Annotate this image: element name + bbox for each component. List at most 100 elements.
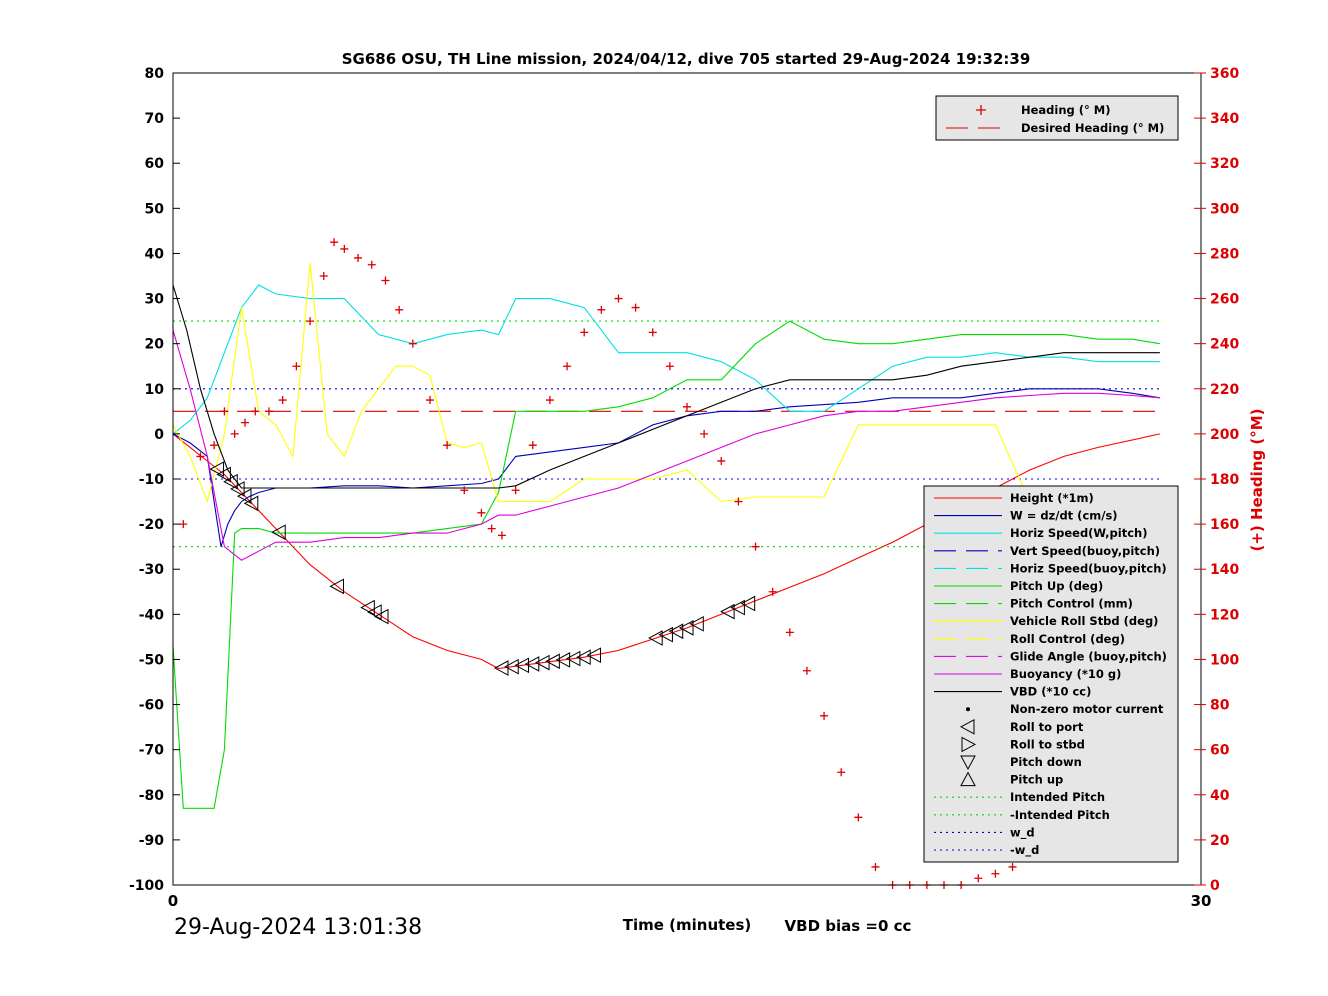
roll-to-port-marker [209, 461, 225, 477]
y2-tick-label: 200 [1210, 427, 1239, 443]
chart-title: SG686 OSU, TH Line mission, 2024/04/12, … [342, 50, 1031, 68]
roll-to-port-marker [678, 620, 694, 636]
legend-swatch [960, 755, 976, 771]
series-buoyancy-10-g [172, 329, 1160, 561]
heading-point [665, 362, 674, 371]
heading-point [251, 407, 260, 416]
heading-point [563, 362, 572, 371]
y-tick-label: 70 [145, 111, 165, 127]
y-tick-label: -10 [139, 472, 165, 488]
heading-point [220, 407, 229, 416]
y-tick-label: -40 [139, 607, 165, 623]
heading-point [683, 402, 691, 411]
legend-label: Roll Control (deg) [1010, 632, 1125, 646]
heading-point [854, 813, 863, 822]
axes-layer: 80706050403020100-10-20-30-40-50-60-70-8… [129, 66, 1240, 894]
heading-point [367, 260, 376, 269]
roll-to-port-marker [243, 495, 259, 512]
main-legend: Height (*1m) W = dz/dt (cm/s) Horiz Speed(… [923, 485, 1179, 863]
y-tick-label: 80 [145, 66, 165, 82]
y2-tick-label: 100 [1210, 652, 1239, 668]
heading-legend-box [935, 95, 1179, 141]
heading-point [991, 869, 1000, 878]
legend-label: w_d [1010, 825, 1035, 840]
heading-point [751, 542, 760, 551]
legend-label: Pitch up [1010, 773, 1063, 787]
heading-point [477, 508, 486, 517]
roll-to-port-marker [360, 599, 375, 616]
y-tick-label: -70 [139, 743, 165, 759]
legend-label: Roll to port [1010, 720, 1084, 734]
heading-point [264, 407, 273, 416]
roll-to-port-marker [223, 473, 238, 490]
series-w-dz-dt-cm-s [172, 388, 1160, 547]
legend-label: Height (*1m) [1010, 491, 1094, 505]
legend-label: Vehicle Roll Stbd (deg) [1010, 614, 1158, 628]
heading-point [648, 328, 657, 337]
heading-point [1008, 862, 1017, 871]
heading-point [306, 317, 315, 326]
heading-point [381, 276, 390, 285]
legend-label: Roll to stbd [1010, 737, 1085, 751]
heading-point [717, 456, 726, 465]
y-tick-label: -60 [139, 698, 165, 714]
y-tick-label: -30 [139, 562, 165, 578]
y2-tick-label: 140 [1210, 562, 1239, 578]
y2-tick-label: 320 [1210, 156, 1239, 172]
roll-to-port-marker [740, 595, 756, 612]
roll-to-port-marker [236, 488, 252, 504]
legend-label: Intended Pitch [1010, 790, 1105, 804]
legend-label: Non-zero motor current [1010, 702, 1164, 716]
legend-label: W = dz/dt (cm/s) [1010, 509, 1118, 523]
legend-label: Glide Angle (buoy,pitch) [1010, 649, 1167, 663]
heading-point [820, 711, 829, 720]
right-axis-label: (+) Heading (°M) [1248, 408, 1266, 551]
y2-tick-label: 40 [1210, 788, 1230, 804]
heading-point [511, 486, 520, 495]
y-tick-label: -80 [139, 788, 165, 804]
y-tick-label: -100 [129, 878, 164, 894]
heading-point [700, 429, 709, 438]
y2-tick-label: 0 [1210, 878, 1220, 894]
heading-point [487, 524, 496, 533]
roll-to-port-marker [367, 604, 382, 620]
legend-label: Buoyancy (*10 g) [1010, 667, 1121, 681]
heading-point [240, 418, 249, 427]
y2-tick-label: 80 [1210, 698, 1230, 714]
y2-tick-label: 360 [1210, 66, 1239, 82]
heading-point [460, 486, 469, 495]
y2-tick-label: 240 [1210, 337, 1239, 353]
heading-point [278, 396, 287, 405]
roll-to-port-marker [271, 524, 286, 541]
x-axis-label: Time (minutes) [623, 916, 752, 934]
roll-to-port-marker [648, 630, 663, 646]
heading-point [230, 429, 239, 438]
y2-tick-label: 60 [1210, 743, 1230, 759]
series-vehicle-roll-stbd-deg [172, 262, 1160, 504]
roll-to-port-marker [730, 599, 745, 616]
y-tick-label: -90 [139, 833, 165, 849]
heading-point [768, 587, 777, 596]
y-tick-label: 40 [145, 246, 165, 262]
heading-point [545, 396, 554, 405]
heading-point [528, 441, 537, 450]
legend-label: VBD (*10 cc) [1010, 685, 1091, 699]
legend-label: Pitch down [1010, 755, 1082, 769]
heading-point [802, 666, 811, 675]
roll-to-port-marker [658, 626, 673, 643]
heading-legend-label: Heading (° M) [1021, 103, 1111, 117]
heading-point [319, 272, 328, 280]
roll-to-port-marker [689, 615, 704, 632]
roll-to-port-marker [329, 578, 344, 595]
roll-to-port-marker [720, 603, 735, 620]
heading-point [443, 441, 452, 450]
y-tick-label: 0 [154, 427, 164, 443]
heading-point [734, 497, 743, 506]
y2-tick-label: 300 [1210, 201, 1239, 217]
y-tick-label: -50 [139, 652, 165, 668]
legend-label: Pitch Control (mm) [1010, 597, 1133, 611]
y2-tick-label: 20 [1210, 833, 1230, 849]
y-tick-label: 60 [145, 156, 165, 172]
legend-label: -w_d [1010, 843, 1039, 858]
